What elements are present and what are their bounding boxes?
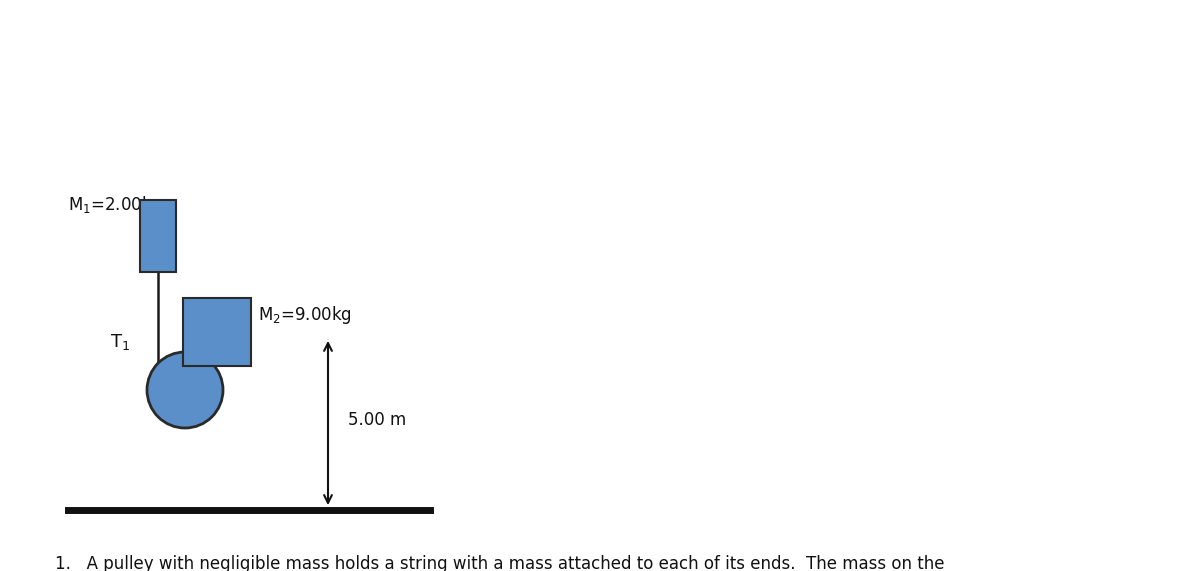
Bar bbox=[182, 298, 251, 366]
Text: 1.   A pulley with negligible mass holds a string with a mass attached to each o: 1. A pulley with negligible mass holds a… bbox=[55, 555, 961, 571]
Text: T$_1$: T$_1$ bbox=[110, 332, 130, 352]
Text: M$_2$=9.00kg: M$_2$=9.00kg bbox=[258, 304, 352, 326]
Text: T$_2$: T$_2$ bbox=[222, 332, 242, 352]
Text: 5.00 m: 5.00 m bbox=[348, 411, 407, 429]
Circle shape bbox=[148, 352, 223, 428]
Text: M$_1$=2.00kg: M$_1$=2.00kg bbox=[68, 194, 162, 216]
Bar bbox=[140, 200, 176, 272]
